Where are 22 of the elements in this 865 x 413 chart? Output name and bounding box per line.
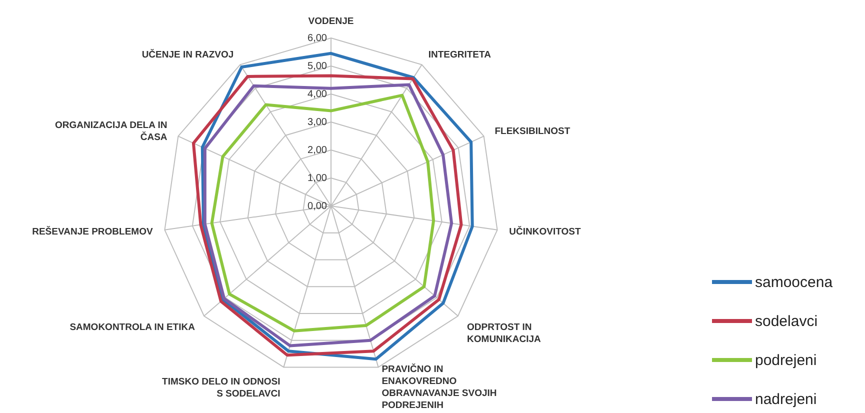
legend-label: nadrejeni bbox=[755, 391, 817, 408]
spoke-label: UČINKOVITOST bbox=[509, 226, 581, 238]
y-tick-label: 1,00 bbox=[308, 173, 328, 184]
spoke-label: TIMSKO DELO IN ODNOSI S SODELAVCI bbox=[162, 376, 280, 400]
y-tick-label: 2,00 bbox=[308, 145, 328, 156]
spoke-label: PRAVIČNO IN ENAKOVREDNO OBRAVNAVANJE SVOJIH PODREJENIH bbox=[382, 363, 497, 411]
y-tick-label: 5,00 bbox=[308, 61, 328, 72]
spoke-label: VODENJE bbox=[308, 16, 354, 27]
legend-label: podrejeni bbox=[755, 352, 817, 369]
spoke-label: UČENJE IN RAZVOJ bbox=[142, 48, 234, 61]
spoke-label: ORGANIZACIJA DELA IN ČASA bbox=[55, 120, 168, 144]
spoke-label: ODPRTOST IN KOMUNIKACIJA bbox=[467, 322, 542, 345]
y-tick-label: 3,00 bbox=[308, 117, 328, 128]
legend-label: sodelavci bbox=[755, 313, 818, 330]
spoke-label: INTEGRITETA bbox=[428, 50, 492, 61]
y-tick-label: 6,00 bbox=[308, 33, 328, 44]
spoke-label: SAMOKONTROLA IN ETIKA bbox=[70, 322, 196, 333]
y-tick-label: 4,00 bbox=[308, 89, 328, 100]
legend-label: samoocena bbox=[755, 274, 834, 291]
spoke-label: FLEKSIBILNOST bbox=[494, 126, 570, 138]
y-tick-label: 0,00 bbox=[308, 201, 328, 212]
spoke-label: REŠEVANJE PROBLEMOV bbox=[32, 226, 154, 238]
